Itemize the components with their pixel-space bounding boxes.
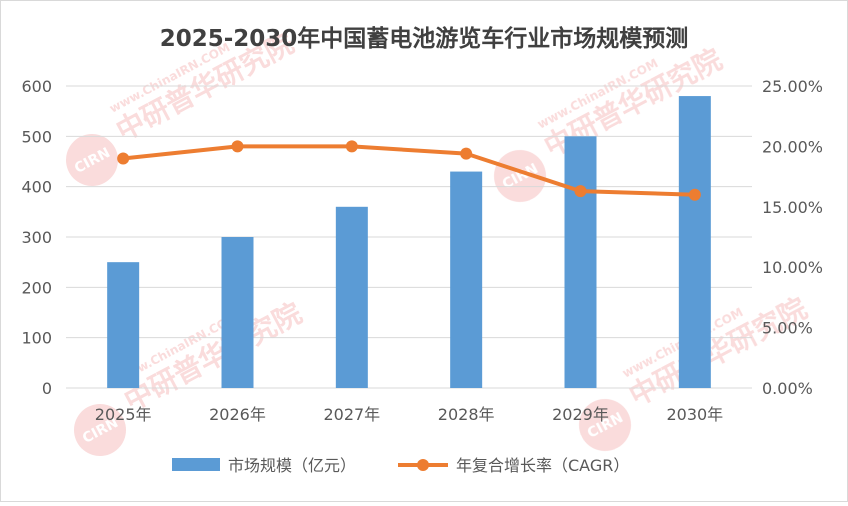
chart-title: 2025-2030年中国蓄电池游览车行业市场规模预测 [160, 25, 689, 52]
watermark-circle [494, 150, 546, 202]
line-point [117, 152, 130, 165]
x-axis-ticks: 2025年 2026年 2027年 2028年 2029年 2030年 [95, 405, 723, 424]
legend-bar-label: 市场规模（亿元） [228, 456, 356, 475]
right-tick-label: 20.00% [762, 137, 823, 156]
right-tick-label: 10.00% [762, 258, 823, 277]
line-point [688, 188, 701, 201]
line-path [122, 144, 695, 197]
watermark-circle [66, 134, 118, 186]
left-tick-label: 0 [42, 379, 52, 398]
x-tick-label: 2030年 [666, 405, 723, 424]
right-axis-ticks: 0.00% 5.00% 10.00% 15.00% 20.00% 25.00% [762, 77, 823, 398]
x-tick-label: 2026年 [209, 405, 266, 424]
legend: 市场规模（亿元） 年复合增长率（CAGR） [172, 456, 629, 475]
bar [678, 96, 711, 389]
legend-bar-swatch [172, 458, 220, 471]
x-tick-label: 2028年 [438, 405, 495, 424]
line-point [574, 185, 587, 198]
x-tick-label: 2025年 [95, 405, 152, 424]
bar [107, 262, 140, 388]
left-tick-label: 200 [21, 278, 52, 297]
bar [335, 206, 368, 388]
x-tick-label: 2029年 [552, 405, 609, 424]
line-point [231, 140, 244, 153]
right-tick-label: 15.00% [762, 198, 823, 217]
right-tick-label: 0.00% [762, 379, 813, 398]
bar-series [107, 96, 711, 389]
legend-line-marker [417, 459, 429, 471]
left-tick-label: 100 [21, 329, 52, 348]
bar [450, 171, 483, 388]
left-tick-label: 600 [21, 77, 52, 96]
line-series [117, 140, 701, 201]
bar [221, 237, 254, 388]
right-tick-label: 5.00% [762, 319, 813, 338]
left-tick-label: 400 [21, 178, 52, 197]
gridlines [66, 85, 752, 389]
left-axis-ticks: 0 100 200 300 400 500 600 [21, 77, 52, 398]
legend-line-label: 年复合增长率（CAGR） [456, 456, 629, 475]
right-tick-label: 25.00% [762, 77, 823, 96]
watermark-circle [579, 399, 631, 451]
line-point [345, 140, 358, 153]
watermark-circle [74, 404, 126, 456]
left-tick-label: 300 [21, 228, 52, 247]
x-tick-label: 2027年 [323, 405, 380, 424]
line-point [460, 147, 473, 160]
left-tick-label: 500 [21, 127, 52, 146]
bar [564, 136, 597, 388]
